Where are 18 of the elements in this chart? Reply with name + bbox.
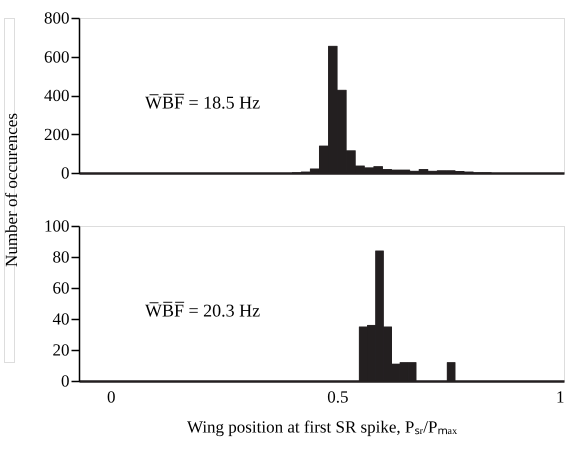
x-tick-label: 0 [106, 388, 116, 406]
y-tick-label: 0 [61, 372, 70, 390]
y-tick-label: 20 [52, 340, 70, 360]
y-tick-label: 400 [44, 86, 70, 105]
annotation: W̅B̅F̅ = 18.5 Hz [145, 92, 260, 112]
y-tick-label: 100 [44, 216, 70, 236]
y-tick-label: 200 [44, 124, 70, 144]
x-tick-label: 1 [556, 388, 564, 406]
y-tick-label: 0 [61, 164, 70, 182]
annotation: W̅B̅F̅ = 20.3 Hz [145, 300, 260, 320]
x-axis-title: Wing position at first SR spike, Pₛᵣ/Pₘₐₓ [186, 418, 458, 436]
y-axis-title: Number of occurences [2, 113, 21, 267]
y-tick-label: 600 [44, 47, 70, 66]
y-tick-label: 800 [44, 8, 70, 28]
y-tick-label: 60 [52, 278, 70, 298]
x-tick-label: 0.5 [327, 388, 348, 406]
y-tick-label: 80 [52, 248, 70, 266]
y-tick-label: 40 [52, 310, 70, 328]
